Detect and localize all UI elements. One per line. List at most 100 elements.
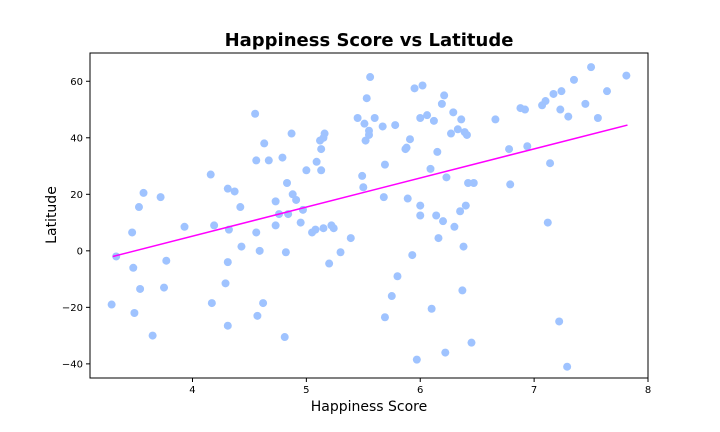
data-point	[130, 309, 139, 317]
data-point	[459, 242, 468, 251]
data-point	[271, 197, 280, 206]
data-point	[319, 224, 328, 233]
data-point	[252, 156, 261, 165]
data-point	[362, 94, 371, 103]
regression-line-group	[112, 124, 628, 258]
data-point	[467, 338, 476, 347]
data-point	[139, 188, 148, 197]
data-point	[587, 63, 596, 72]
y-tick-label: 0	[77, 246, 83, 257]
x-tick-label: 6	[417, 385, 423, 396]
data-point	[521, 105, 530, 114]
data-point	[446, 129, 455, 138]
data-point	[255, 246, 264, 255]
data-point	[433, 147, 442, 156]
data-point	[418, 81, 427, 90]
data-point	[210, 221, 219, 230]
x-tick-label: 7	[531, 385, 537, 396]
data-point	[462, 130, 471, 139]
data-point	[360, 119, 369, 128]
y-tick-label: −40	[62, 359, 83, 370]
data-point	[278, 153, 287, 162]
data-point	[359, 183, 368, 192]
data-point	[148, 331, 157, 340]
y-tick-label: −20	[62, 303, 83, 314]
data-point	[128, 228, 137, 237]
data-point	[393, 272, 402, 281]
data-point	[237, 242, 246, 251]
chart-title: Happiness Score vs Latitude	[225, 30, 514, 51]
data-point	[555, 317, 564, 326]
data-point	[458, 286, 467, 295]
data-point	[312, 157, 321, 166]
data-point	[223, 258, 232, 267]
x-tick-label: 5	[303, 385, 309, 396]
data-point	[546, 159, 555, 168]
data-point	[437, 99, 446, 108]
data-point	[379, 193, 388, 202]
y-axis-ticks: −40 −20 0 20 40 60	[62, 77, 90, 370]
data-point	[408, 251, 417, 260]
data-point	[416, 211, 425, 220]
data-point	[403, 194, 412, 203]
data-point	[287, 129, 296, 138]
data-point	[253, 311, 262, 320]
y-tick-label: 60	[70, 77, 83, 88]
data-point	[236, 203, 245, 212]
data-point	[622, 71, 631, 80]
data-point	[223, 184, 232, 193]
data-point	[491, 115, 500, 124]
data-point	[292, 195, 301, 204]
data-point	[410, 84, 419, 93]
data-point	[412, 355, 421, 364]
data-point	[426, 164, 435, 173]
data-point	[557, 87, 566, 96]
data-point	[271, 221, 280, 230]
x-axis-ticks: 4 5 6 7 8	[189, 378, 651, 396]
data-point	[423, 111, 432, 120]
data-point	[223, 321, 232, 330]
data-point	[358, 171, 367, 180]
data-point	[336, 248, 345, 257]
data-point	[405, 135, 414, 144]
data-point	[134, 203, 143, 212]
x-axis-label: Happiness Score	[311, 399, 428, 415]
data-point	[283, 179, 292, 187]
data-point	[107, 300, 116, 309]
data-point	[464, 179, 473, 187]
data-point	[329, 224, 338, 233]
data-point	[469, 179, 478, 187]
data-point	[603, 87, 612, 96]
data-point	[556, 105, 565, 114]
regression-line	[112, 124, 628, 258]
data-point	[156, 193, 165, 202]
data-point	[207, 299, 216, 308]
data-point	[252, 228, 261, 237]
data-point	[221, 279, 230, 288]
y-tick-label: 20	[70, 190, 83, 201]
x-tick-label: 8	[645, 385, 651, 396]
data-point	[439, 217, 448, 226]
data-point	[402, 143, 411, 152]
data-point	[441, 348, 450, 357]
data-point	[380, 313, 389, 322]
data-point	[442, 173, 451, 182]
data-point	[593, 114, 602, 122]
data-point	[206, 170, 215, 179]
data-point	[366, 73, 375, 82]
data-point	[432, 211, 441, 220]
data-point	[505, 145, 514, 154]
data-point	[416, 201, 425, 210]
data-point	[429, 116, 438, 125]
data-point	[281, 248, 290, 257]
data-point	[259, 299, 268, 308]
data-point	[427, 304, 436, 313]
data-point	[461, 201, 470, 210]
data-point	[230, 187, 239, 196]
data-point	[456, 207, 465, 216]
plot-frame	[89, 52, 649, 379]
y-tick-label: 40	[70, 133, 83, 144]
data-point	[541, 97, 550, 106]
data-point	[317, 145, 326, 154]
data-point	[302, 166, 311, 175]
